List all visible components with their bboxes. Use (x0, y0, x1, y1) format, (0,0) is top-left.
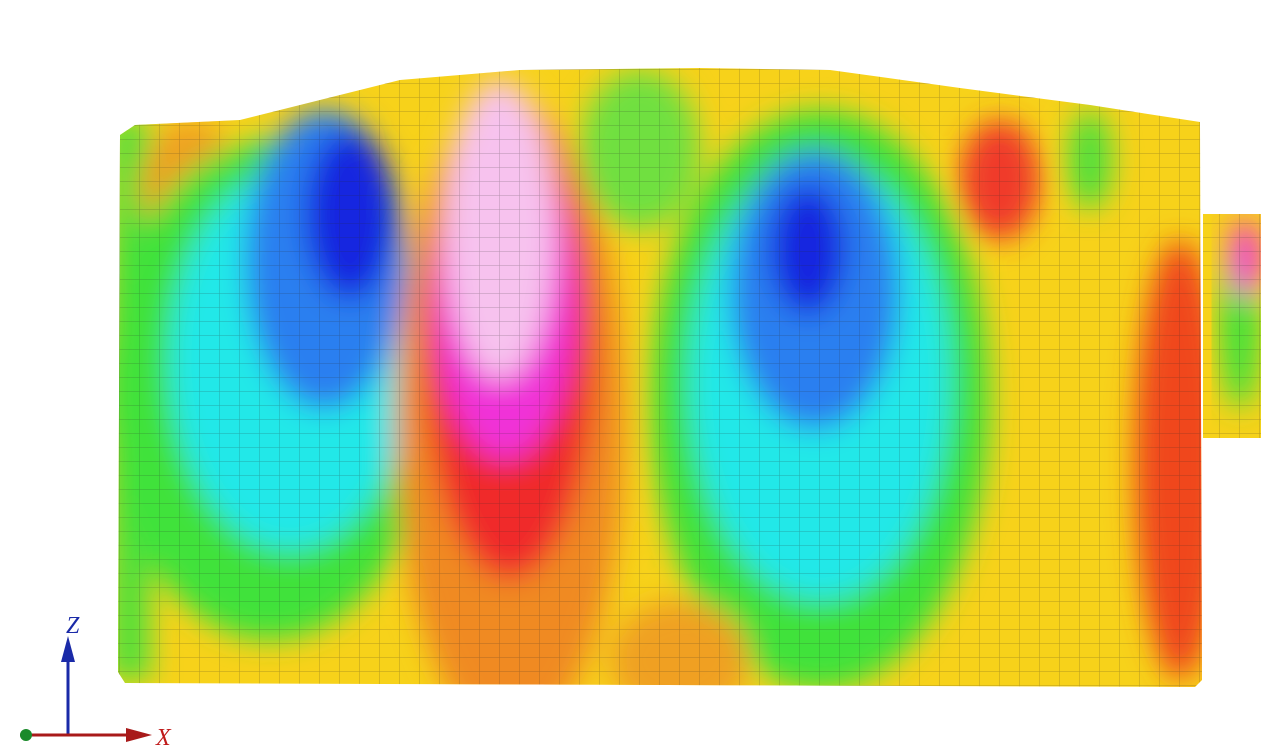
side-block (1203, 214, 1261, 438)
x-label: X (155, 725, 172, 751)
contour-body (118, 68, 1202, 687)
y-axis-dot (20, 729, 32, 741)
z-arrow (61, 636, 75, 662)
mesh-grid (1203, 214, 1261, 438)
x-arrow (126, 728, 152, 742)
mesh-grid (118, 68, 1202, 687)
z-label: Z (66, 613, 80, 639)
axis-triad: Z X (20, 613, 172, 751)
